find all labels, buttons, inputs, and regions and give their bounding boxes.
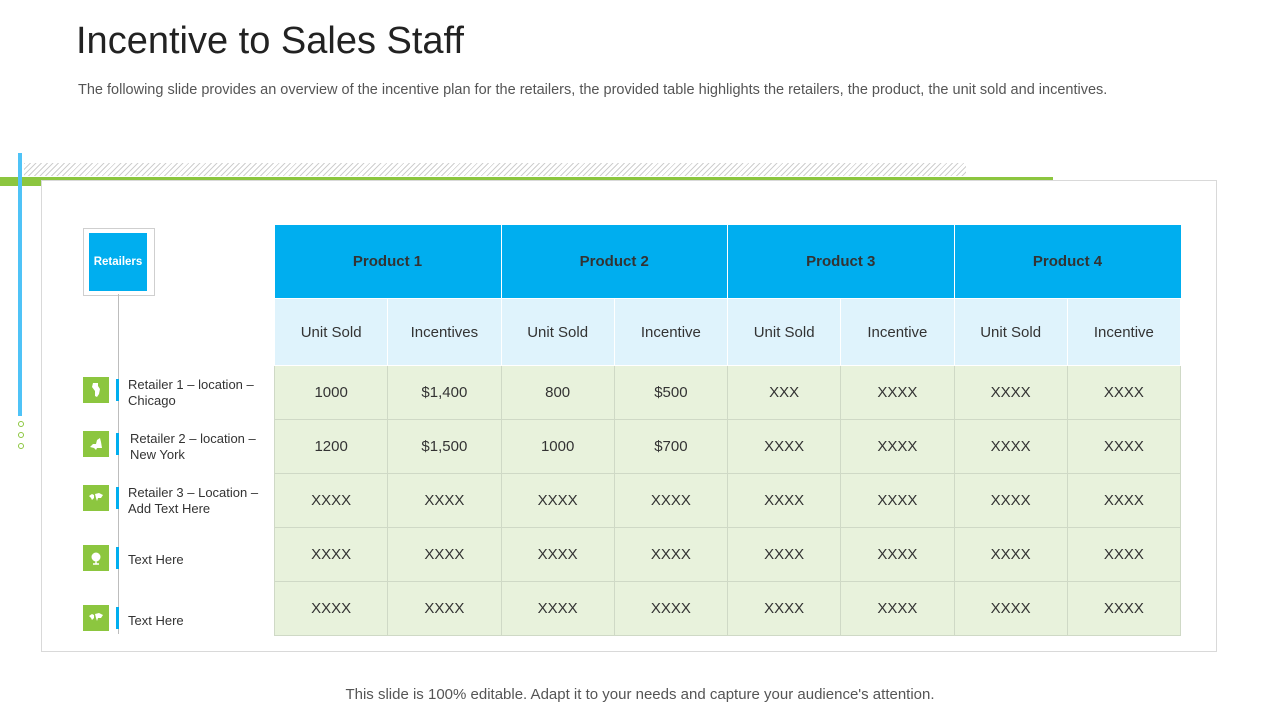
retailers-tree-line [118, 294, 119, 634]
table-cell: XXXX [953, 473, 1068, 528]
table-cell: $1,500 [387, 419, 502, 474]
table-cell: XXXX [273, 581, 389, 636]
retailer-4-label: Text Here [128, 552, 184, 567]
product-header: Product 2 [501, 225, 728, 299]
table-cell: XXXX [726, 473, 842, 528]
map-newyork-icon [83, 431, 109, 457]
table-cell: XXXX [613, 581, 729, 636]
slide-subtitle: The following slide provides an overview… [78, 82, 1108, 98]
product-header: Product 1 [274, 225, 502, 299]
table-cell: $1,400 [387, 365, 502, 420]
table-cell: XXX [726, 365, 842, 420]
retailer-marker [116, 547, 119, 569]
accent-dot [18, 432, 24, 438]
retailers-header: Retailers [89, 233, 147, 291]
table-cell: XXXX [840, 473, 955, 528]
table-row: XXXX XXXX XXXX XXXX XXXX XXXX XXXX XXXX [273, 473, 1182, 528]
table-row: XXXX XXXX XXXX XXXX XXXX XXXX XXXX XXXX [273, 527, 1182, 582]
sub-header: Unit Sold [273, 298, 389, 366]
table-cell: XXXX [953, 527, 1068, 582]
table-cell: XXXX [613, 473, 729, 528]
retailer-2-label: Retailer 2 – location – New York [130, 431, 256, 462]
table-cell: XXXX [1066, 473, 1182, 528]
table-cell: XXXX [1066, 581, 1182, 636]
accent-dot [18, 443, 24, 449]
sub-header: Unit Sold [500, 298, 615, 366]
table-cell: XXXX [840, 581, 955, 636]
table-cell: XXXX [1066, 527, 1182, 582]
table-cell: XXXX [840, 365, 955, 420]
sub-header: Incentive [1066, 298, 1182, 366]
world-map-icon [83, 485, 109, 511]
table-cell: XXXX [953, 581, 1068, 636]
map-illinois-icon [83, 377, 109, 403]
retailer-marker [116, 607, 119, 629]
table-row: 1200 $1,500 1000 $700 XXXX XXXX XXXX XXX… [273, 419, 1182, 474]
retailer-3-label: Retailer 3 – Location – Add Text Here [128, 485, 259, 516]
table-row: 1000 $1,400 800 $500 XXX XXXX XXXX XXXX [273, 365, 1182, 420]
retailer-marker [116, 379, 119, 401]
product-header-row: Product 1 Product 2 Product 3 Product 4 [274, 225, 1181, 299]
table-row: XXXX XXXX XXXX XXXX XXXX XXXX XXXX XXXX [273, 581, 1182, 636]
table-cell: XXXX [840, 419, 955, 474]
globe-icon [83, 545, 109, 571]
slide-footer: This slide is 100% editable. Adapt it to… [345, 686, 935, 703]
sub-header-row: Unit Sold Incentives Unit Sold Incentive… [273, 298, 1182, 366]
sub-header: Incentive [840, 298, 955, 366]
retailer-marker [116, 487, 119, 509]
table-cell: XXXX [953, 419, 1068, 474]
table-cell: 1000 [273, 365, 389, 420]
product-header: Product 4 [954, 225, 1181, 299]
incentive-table: Product 1 Product 2 Product 3 Product 4 … [273, 225, 1182, 636]
table-cell: $500 [613, 365, 729, 420]
retailer-5-label: Text Here [128, 613, 184, 628]
table-cell: XXXX [273, 527, 389, 582]
table-cell: XXXX [500, 581, 615, 636]
table-cell: XXXX [387, 527, 502, 582]
table-cell: 1000 [500, 419, 615, 474]
product-header: Product 3 [727, 225, 955, 299]
table-cell: XXXX [1066, 419, 1182, 474]
table-cell: 1200 [273, 419, 389, 474]
sub-header: Unit Sold [726, 298, 842, 366]
table-cell: XXXX [387, 581, 502, 636]
table-cell: XXXX [613, 527, 729, 582]
table-cell: 800 [500, 365, 615, 420]
slide-title: Incentive to Sales Staff [76, 20, 464, 62]
table-cell: XXXX [1066, 365, 1182, 420]
table-cell: XXXX [726, 581, 842, 636]
table-cell: $700 [613, 419, 729, 474]
blue-accent-line [18, 153, 22, 416]
table-cell: XXXX [387, 473, 502, 528]
table-cell: XXXX [840, 527, 955, 582]
hatch-decoration [24, 163, 966, 176]
retailer-1-label: Retailer 1 – location – Chicago [128, 377, 254, 408]
table-cell: XXXX [953, 365, 1068, 420]
table-cell: XXXX [500, 527, 615, 582]
world-map-icon [83, 605, 109, 631]
sub-header: Incentives [387, 298, 502, 366]
retailer-marker [116, 433, 119, 455]
table-cell: XXXX [500, 473, 615, 528]
table-cell: XXXX [273, 473, 389, 528]
table-cell: XXXX [726, 419, 842, 474]
sub-header: Incentive [613, 298, 729, 366]
sub-header: Unit Sold [953, 298, 1068, 366]
accent-dot [18, 421, 24, 427]
table-cell: XXXX [726, 527, 842, 582]
